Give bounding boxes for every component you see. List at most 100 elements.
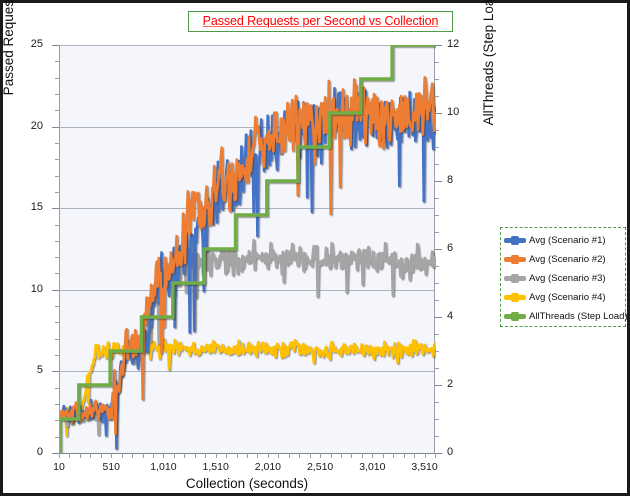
x-tick [163,453,165,458]
y-tick-minor [55,420,59,422]
x-tick [414,453,416,458]
x-axis-tick-label: 1,010 [150,461,177,473]
y-axis-left-tick-label: 20 [30,119,43,132]
x-tick [257,453,259,458]
x-tick [194,453,196,458]
y-tick-major [52,45,59,46]
y-tick-minor [55,257,59,259]
gridline [60,371,434,373]
x-tick [372,453,374,458]
y-tick-minor [55,273,59,275]
y-tick-major [52,371,59,373]
y-tick-minor [55,224,59,226]
x-tick [393,453,395,458]
y2-tick-major [435,181,442,182]
y2-tick-major [435,453,442,454]
legend-label: Avg (Scenario #1) [529,235,606,246]
y2-tick-minor [435,215,439,216]
x-tick [100,453,102,458]
y-tick-minor [55,175,59,177]
x-tick [153,453,154,458]
x-tick [142,453,144,458]
y2-tick-minor [435,79,439,80]
series-line [60,338,436,437]
y-axis-right-tick-label: 10 [447,106,460,118]
y-tick-major [52,126,59,128]
plot-area [59,45,436,453]
y-axis-left-tick-label: 15 [30,201,43,214]
legend-swatch-icon [504,236,526,245]
y2-tick-minor [435,198,439,199]
x-tick [79,453,81,458]
x-tick [215,453,217,458]
y-axis-right-tick-label: 12 [447,38,460,50]
x-tick [351,453,353,458]
x-tick [90,453,92,458]
y2-tick-minor [435,130,439,131]
x-tick [59,453,60,458]
y-tick-minor [55,306,59,308]
x-tick [121,453,123,458]
y-tick-minor [55,159,59,161]
y-axis-right-title: AllThreads (Step Load) [481,0,496,126]
legend-item[interactable]: Avg (Scenario #1) [504,231,625,250]
x-tick [267,453,269,458]
gridline [60,289,434,291]
x-tick [330,453,332,458]
x-tick [184,453,186,458]
y2-tick-major [435,249,442,250]
y2-tick-minor [435,164,439,165]
series-canvas [60,45,436,453]
legend-swatch-icon [504,312,526,321]
legend-label: AllThreads (Step Load) [529,311,628,322]
legend-item[interactable]: Avg (Scenario #3) [504,269,625,288]
y-tick-minor [55,322,59,324]
legend-item[interactable]: Avg (Scenario #4) [504,288,625,307]
y-axis-right-tick-label: 0 [447,446,454,458]
y2-tick-major [435,113,442,114]
y2-tick-minor [435,62,439,63]
y-axis-right-tick-label: 8 [447,174,454,186]
legend-label: Avg (Scenario #2) [529,254,606,265]
y2-tick-minor [435,402,439,403]
legend-label: Avg (Scenario #3) [529,273,606,284]
x-tick [247,453,248,458]
y-tick-minor [55,338,59,340]
chart-legend: Avg (Scenario #1) Avg (Scenario #2) Avg (S… [500,227,628,327]
y2-tick-minor [435,283,439,284]
legend-item[interactable]: Avg (Scenario #2) [504,250,625,269]
y-tick-minor [55,191,59,193]
legend-swatch-icon [504,255,526,264]
x-tick [132,453,134,458]
x-tick [320,453,322,458]
legend-swatch-icon [504,274,526,283]
series-line [60,76,436,436]
y-tick-major [52,289,59,291]
x-tick [341,453,342,458]
y-axis-left-tick-label: 0 [36,446,43,458]
x-axis-tick-label: 1,510 [202,461,229,473]
y2-tick-minor [435,96,439,97]
x-tick [403,453,405,458]
x-tick [111,453,113,458]
y2-tick-minor [435,147,439,148]
gridline [60,126,434,128]
y-tick-minor [55,77,59,79]
legend-swatch-icon [504,293,526,302]
y2-tick-minor [435,351,439,352]
y2-tick-major [435,317,442,318]
y-tick-minor [55,142,59,144]
x-axis-tick-label: 3,010 [359,461,386,473]
y-tick-minor [55,436,59,438]
y-tick-minor [55,355,59,357]
y-axis-left-title: Passed Requests per Second [1,0,16,96]
y-tick-minor [55,93,59,95]
legend-label: Avg (Scenario #4) [529,292,606,303]
y-tick-minor [55,240,59,242]
legend-item[interactable]: AllThreads (Step Load) [504,307,628,326]
x-axis-tick-label: 10 [53,461,65,473]
y-tick-major [52,208,59,210]
x-tick [226,453,228,458]
y-axis-left-tick-label: 25 [30,38,43,50]
y2-tick-minor [435,266,439,267]
